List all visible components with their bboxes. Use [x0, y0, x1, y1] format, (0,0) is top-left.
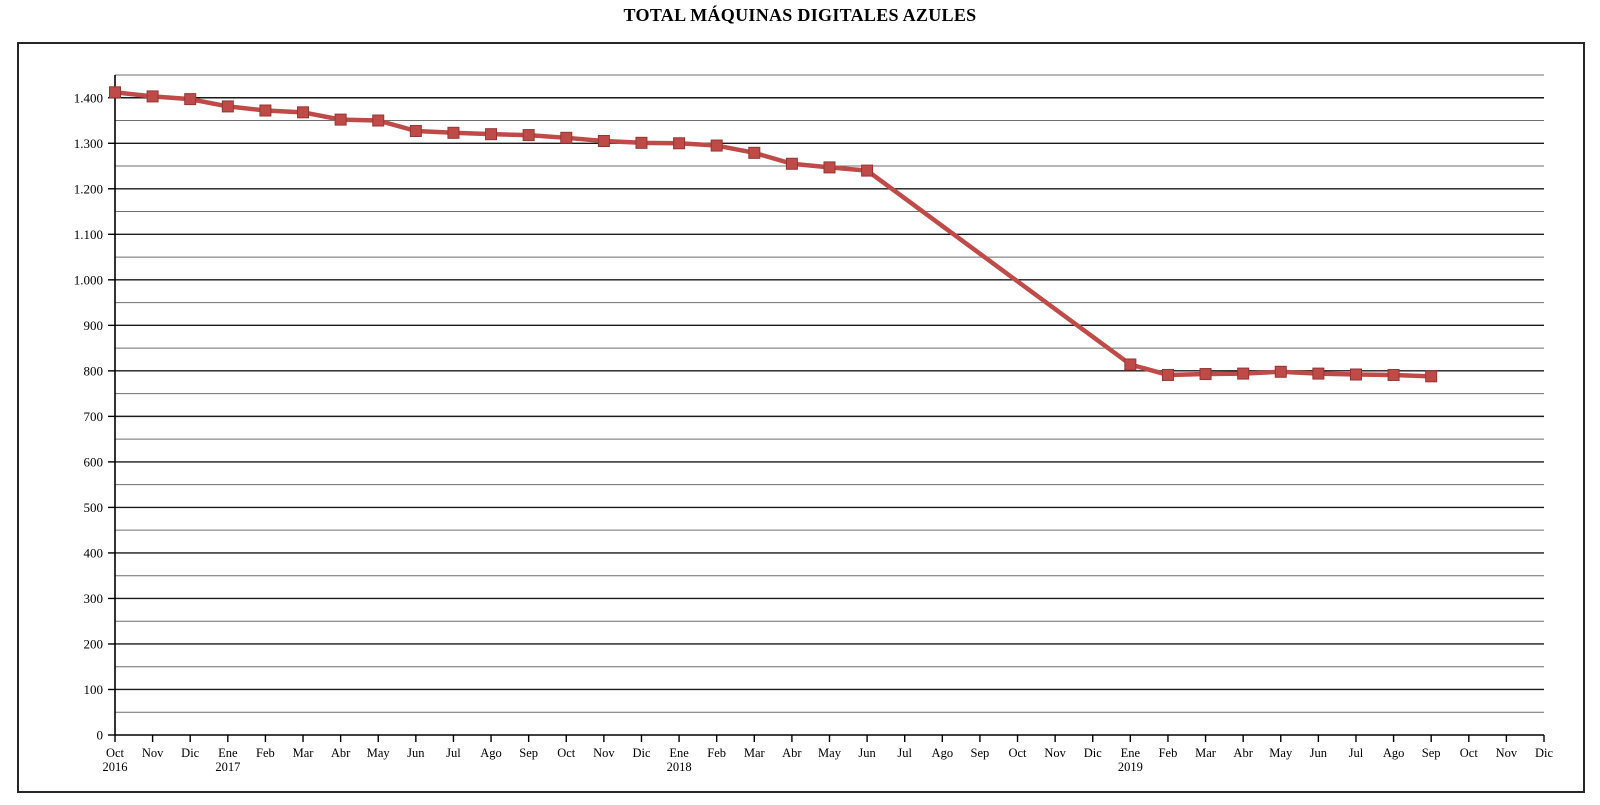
- x-axis-month-label: Dic: [632, 746, 651, 760]
- x-axis-year-label: 2019: [1118, 760, 1143, 774]
- chart-area: 0 100 200 300 400 500 600 700 800 900 1.000 1.100 1.…: [17, 42, 1585, 793]
- y-axis-label: 100: [84, 682, 104, 697]
- data-point-marker: [485, 128, 498, 141]
- data-point-marker: [1387, 368, 1400, 381]
- data-point-marker: [334, 113, 347, 126]
- axes: [114, 75, 1544, 736]
- x-axis-month-label: Mar: [293, 746, 315, 760]
- x-axis-month-label: Jul: [897, 746, 912, 760]
- y-axis-label: 1.200: [74, 181, 103, 196]
- data-point-marker: [823, 161, 836, 174]
- x-axis-month-label: Jul: [446, 746, 461, 760]
- y-axis-label: 400: [84, 545, 104, 560]
- x-axis-year-label: 2017: [215, 760, 240, 774]
- y-axis-label: 900: [84, 318, 104, 333]
- data-point-marker: [372, 114, 385, 127]
- x-axis-month-label: Ene: [1121, 746, 1141, 760]
- y-axis-label: 500: [84, 500, 104, 515]
- x-axis-month-label: Oct: [106, 746, 125, 760]
- x-axis-month-label: Oct: [1460, 746, 1479, 760]
- x-axis-month-label: Jun: [407, 746, 425, 760]
- data-point-marker: [522, 129, 535, 142]
- x-axis-month-label: May: [1269, 746, 1293, 760]
- y-axis-label: 600: [84, 454, 104, 469]
- x-axis-month-label: Oct: [1008, 746, 1027, 760]
- x-axis-year-label: 2016: [103, 760, 128, 774]
- x-axis-month-label: Dic: [1535, 746, 1554, 760]
- y-axis-label: 200: [84, 636, 104, 651]
- series-line: [114, 90, 1432, 379]
- data-point-marker: [409, 124, 422, 137]
- data-series: [114, 90, 1432, 379]
- x-axis-month-label: Abr: [331, 746, 351, 760]
- data-point-marker: [785, 157, 798, 170]
- y-axis-labels: 0 100 200 300 400 500 600 700 800 900 1.000 1.100 1.…: [74, 90, 103, 742]
- y-axis-label: 0: [97, 728, 104, 743]
- data-point-marker: [259, 104, 272, 117]
- data-point-marker: [447, 126, 460, 139]
- chart-title: TOTAL MÁQUINAS DIGITALES AZULES: [623, 5, 977, 25]
- x-axis-month-label: Nov: [142, 746, 164, 760]
- y-axis-label: 1.100: [74, 227, 103, 242]
- y-axis-label: 300: [84, 591, 104, 606]
- x-axis-month-label: Ene: [669, 746, 689, 760]
- x-axis-month-label: Feb: [256, 746, 275, 760]
- data-point-marker: [221, 100, 234, 113]
- data-point-marker: [184, 93, 197, 106]
- line-chart-svg: 0 100 200 300 400 500 600 700 800 900 1.000 1.100 1.…: [74, 74, 1554, 774]
- data-point-marker: [1199, 368, 1212, 381]
- x-axis-month-label: Abr: [782, 746, 802, 760]
- data-point-marker: [748, 146, 761, 159]
- x-axis-month-label: Jul: [1349, 746, 1364, 760]
- x-axis-month-label: Ago: [1383, 746, 1405, 760]
- data-point-marker: [1349, 368, 1362, 381]
- x-axis-month-label: Jun: [1310, 746, 1328, 760]
- data-point-marker: [1312, 367, 1325, 380]
- x-axis-month-label: Mar: [744, 746, 766, 760]
- data-point-marker: [635, 136, 648, 149]
- x-axis-month-label: Mar: [1195, 746, 1217, 760]
- data-point-marker: [297, 106, 310, 119]
- x-axis-month-label: Nov: [593, 746, 615, 760]
- series-markers: [109, 86, 1438, 383]
- y-axis-label: 1.300: [74, 136, 103, 151]
- x-axis-month-label: Ago: [932, 746, 954, 760]
- x-axis-month-label: Dic: [181, 746, 200, 760]
- data-point-marker: [1124, 358, 1137, 371]
- x-axis-month-label: Nov: [1044, 746, 1066, 760]
- x-axis-month-label: Ene: [218, 746, 238, 760]
- y-axis-label: 1.000: [74, 272, 103, 287]
- x-axis-month-label: Jun: [858, 746, 876, 760]
- data-point-marker: [673, 137, 686, 150]
- x-axis-month-label: Nov: [1496, 746, 1518, 760]
- x-axis-ticks: [114, 735, 1545, 742]
- x-axis-year-label: 2018: [667, 760, 692, 774]
- data-point-marker: [1425, 370, 1438, 383]
- x-axis-month-label: Feb: [1159, 746, 1178, 760]
- x-axis-month-label: May: [818, 746, 842, 760]
- data-point-marker: [560, 131, 573, 144]
- data-point-marker: [861, 164, 874, 177]
- data-point-marker: [109, 86, 121, 99]
- data-point-marker: [146, 90, 159, 103]
- y-axis-label: 800: [84, 363, 104, 378]
- data-point-marker: [710, 139, 723, 152]
- x-axis-month-label: Abr: [1233, 746, 1253, 760]
- x-axis-month-label: Ago: [480, 746, 502, 760]
- x-axis-month-label: Feb: [707, 746, 726, 760]
- x-axis-month-label: Dic: [1084, 746, 1103, 760]
- y-axis-ticks: [108, 97, 115, 736]
- data-point-marker: [1274, 365, 1287, 378]
- data-point-marker: [1237, 367, 1250, 380]
- data-point-marker: [1161, 368, 1174, 381]
- x-axis-month-label: Oct: [557, 746, 576, 760]
- x-axis-month-label: Sep: [971, 746, 990, 760]
- y-axis-label: 700: [84, 409, 104, 424]
- data-point-marker: [597, 135, 610, 147]
- x-axis-month-label: May: [367, 746, 391, 760]
- y-axis-label: 1.400: [74, 90, 103, 105]
- x-axis-month-label: Sep: [519, 746, 538, 760]
- x-axis-month-label: Sep: [1422, 746, 1441, 760]
